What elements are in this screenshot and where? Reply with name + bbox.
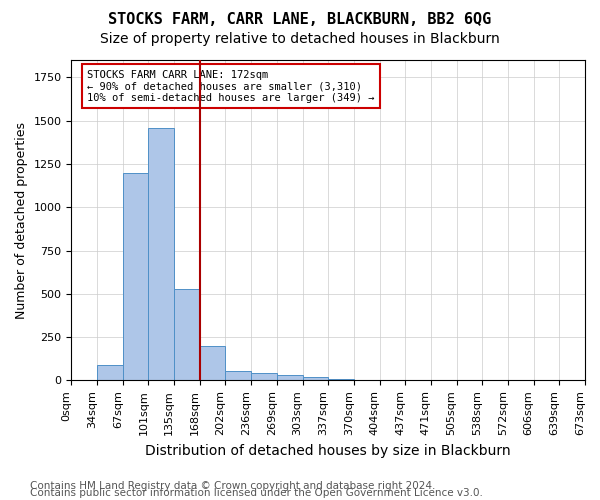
Bar [226, 371, 251, 380]
Bar [328, 378, 354, 380]
X-axis label: Distribution of detached houses by size in Blackburn: Distribution of detached houses by size … [145, 444, 511, 458]
Text: Contains HM Land Registry data © Crown copyright and database right 2024.: Contains HM Land Registry data © Crown c… [30, 481, 436, 491]
Bar [302, 377, 328, 380]
Bar [148, 128, 174, 380]
Text: Size of property relative to detached houses in Blackburn: Size of property relative to detached ho… [100, 32, 500, 46]
Bar [200, 346, 226, 380]
Text: STOCKS FARM, CARR LANE, BLACKBURN, BB2 6QG: STOCKS FARM, CARR LANE, BLACKBURN, BB2 6… [109, 12, 491, 28]
Bar [277, 375, 302, 380]
Bar [251, 372, 277, 380]
Bar [97, 365, 123, 380]
Y-axis label: Number of detached properties: Number of detached properties [15, 122, 28, 318]
Text: STOCKS FARM CARR LANE: 172sqm
← 90% of detached houses are smaller (3,310)
10% o: STOCKS FARM CARR LANE: 172sqm ← 90% of d… [87, 70, 374, 103]
Bar [123, 172, 148, 380]
Text: Contains public sector information licensed under the Open Government Licence v3: Contains public sector information licen… [30, 488, 483, 498]
Bar [174, 288, 200, 380]
